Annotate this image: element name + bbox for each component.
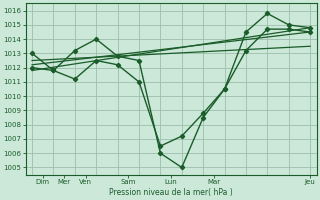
X-axis label: Pression niveau de la mer( hPa ): Pression niveau de la mer( hPa ): [109, 188, 233, 197]
